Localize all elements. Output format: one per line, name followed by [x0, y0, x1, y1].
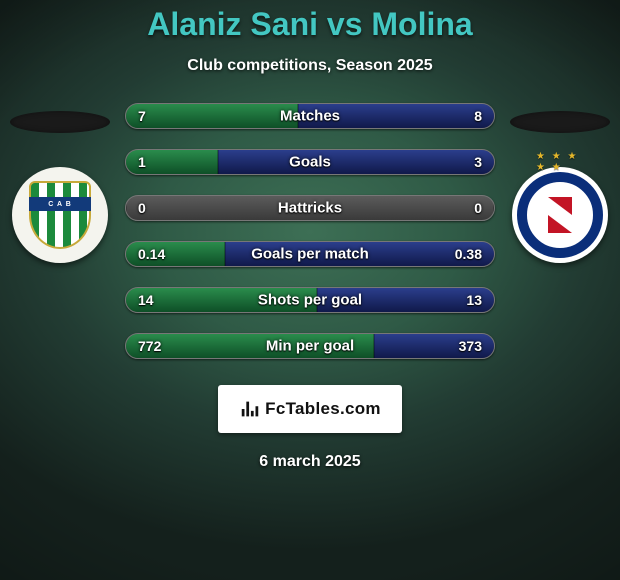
stat-bars: Matches78Goals13Hattricks00Goals per mat… [125, 103, 495, 359]
stat-value-left: 14 [138, 292, 154, 308]
stat-bar: Goals 1 3 [125, 149, 495, 175]
stat-bar-label: Goals per match [251, 246, 369, 263]
crest-stars-icon: ★ ★ ★ ★ ★ [536, 151, 584, 173]
player-shadow-ellipse [510, 111, 610, 133]
stat-value-left: 7 [138, 108, 146, 124]
player-right-column: ★ ★ ★ ★ ★ [500, 103, 620, 263]
stat-bar-left-fill [126, 196, 127, 220]
stat-value-left: 0 [138, 200, 146, 216]
team-crest-right: ★ ★ ★ ★ ★ [512, 167, 608, 263]
stat-value-right: 3 [474, 154, 482, 170]
stat-value-right: 373 [459, 338, 482, 354]
stat-value-left: 0.14 [138, 246, 165, 262]
page-subtitle: Club competitions, Season 2025 [187, 57, 432, 75]
stat-bar-label: Hattricks [278, 200, 342, 217]
stat-value-left: 772 [138, 338, 161, 354]
player-shadow-ellipse [10, 111, 110, 133]
stat-bar: Goals per match 0.14 0.38 [125, 241, 495, 267]
stat-bar: Hattricks 0 0 [125, 195, 495, 221]
generation-date: 6 march 2025 [259, 453, 360, 471]
stat-bar-left-fill [126, 104, 298, 128]
chart-icon [239, 398, 261, 420]
stat-bar: Shots per goal 14 13 [125, 287, 495, 313]
comparison-stage: C A B ★ ★ ★ ★ ★ Matches78Goals13Hattrick… [0, 103, 620, 359]
stat-value-left: 1 [138, 154, 146, 170]
crest-band: C A B [29, 197, 91, 211]
stat-bar: Matches 7 8 [125, 103, 495, 129]
brand-badge[interactable]: FcTables.com [218, 385, 402, 433]
crest-stripes-icon [29, 181, 91, 249]
content-root: Alaniz Sani vs Molina Club competitions,… [0, 0, 620, 471]
stat-bar-right-fill [218, 150, 494, 174]
stat-bar-label: Matches [280, 108, 340, 125]
team-crest-left: C A B [12, 167, 108, 263]
crest-pennant-icon [548, 197, 572, 233]
stat-bar: Min per goal 772 373 [125, 333, 495, 359]
player-left-column: C A B [0, 103, 120, 263]
stat-bar-label: Min per goal [266, 338, 354, 355]
crest-inner [532, 187, 588, 243]
stat-value-right: 8 [474, 108, 482, 124]
stat-bar-label: Goals [289, 154, 331, 171]
stat-value-right: 13 [466, 292, 482, 308]
stat-value-right: 0.38 [455, 246, 482, 262]
brand-text: FcTables.com [265, 399, 381, 419]
stat-value-right: 0 [474, 200, 482, 216]
page-title: Alaniz Sani vs Molina [147, 6, 472, 43]
crest-ring-icon [517, 172, 603, 258]
stat-bar-right-fill [493, 196, 494, 220]
stat-bar-label: Shots per goal [258, 292, 362, 309]
